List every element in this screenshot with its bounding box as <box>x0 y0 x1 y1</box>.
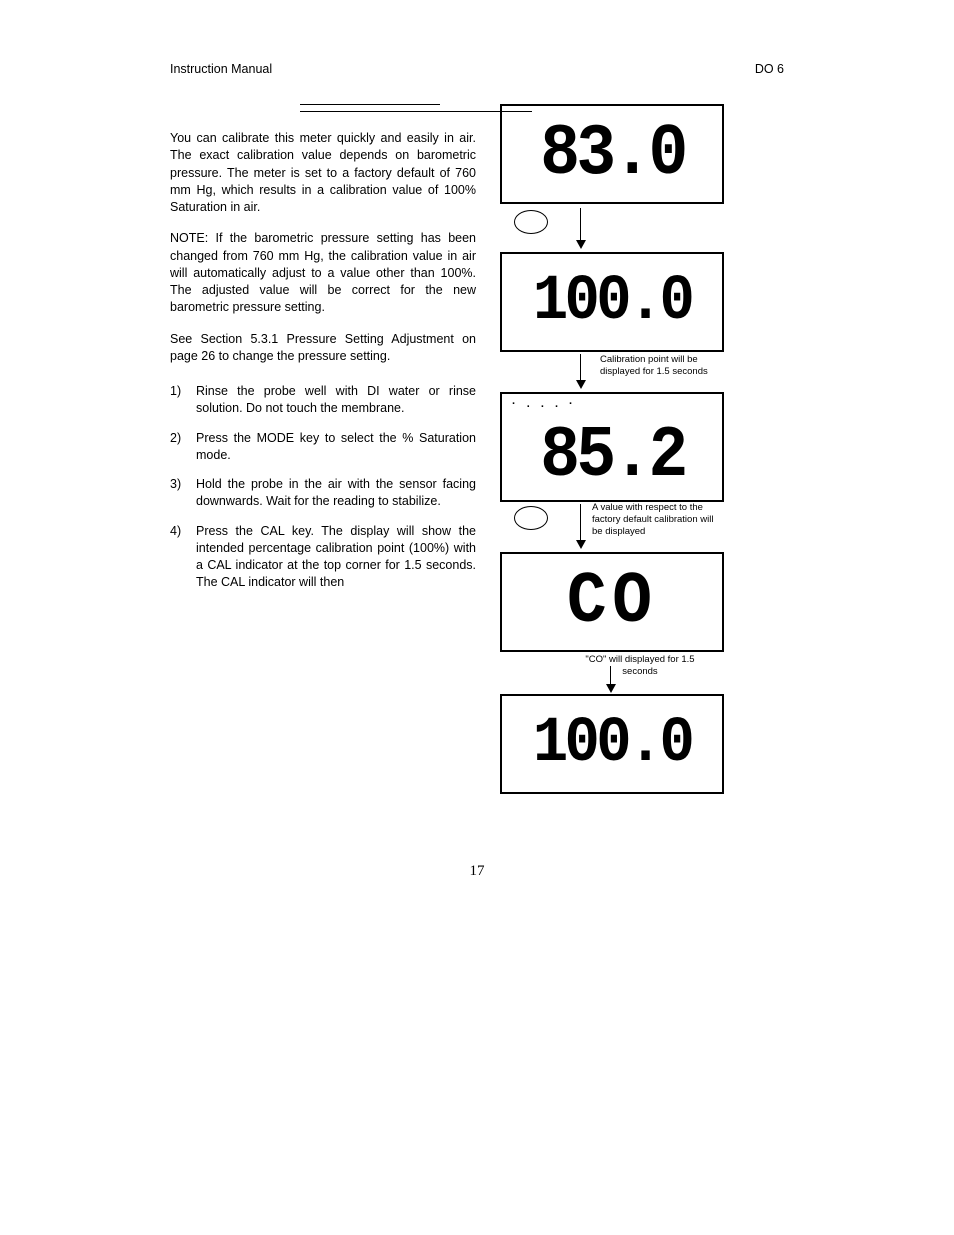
diagram-caption: "CO" will displayed for 1.5 seconds <box>570 654 710 678</box>
lcd-value: 100.0 <box>533 712 691 776</box>
lcd-value: CO <box>567 566 658 638</box>
arrow-line-icon <box>580 504 581 542</box>
lcd-display: 83.0 <box>500 104 724 204</box>
button-oval-icon <box>514 506 548 530</box>
lcd-display: 100.0 <box>500 252 724 352</box>
diagram-connector <box>500 204 724 252</box>
lcd-display: · . . . · 85.2 <box>500 392 724 502</box>
arrow-head-icon <box>576 380 586 389</box>
lcd-value: 85.2 <box>540 420 684 492</box>
step-text: Rinse the probe well with DI water or ri… <box>196 383 476 418</box>
step-text: Hold the probe in the air with the senso… <box>196 476 476 511</box>
diagram-caption: A value with respect to the factory defa… <box>592 502 724 538</box>
paragraph: You can calibrate this meter quickly and… <box>170 130 476 216</box>
body-text-column: You can calibrate this meter quickly and… <box>170 104 476 794</box>
lcd-display: 100.0 <box>500 694 724 794</box>
step-item: 2) Press the MODE key to select the % Sa… <box>170 430 476 465</box>
header-right: DO 6 <box>755 62 784 76</box>
lcd-sequence-diagram: 83.0 100.0 Calibration point will be dis… <box>500 104 724 794</box>
diagram-connector: "CO" will displayed for 1.5 seconds <box>500 652 724 694</box>
procedure-steps: 1) Rinse the probe well with DI water or… <box>170 383 476 592</box>
arrow-head-icon <box>576 240 586 249</box>
paragraph: See Section 5.3.1 Pressure Setting Adjus… <box>170 331 476 366</box>
arrow-line-icon <box>580 354 581 382</box>
step-number: 3) <box>170 476 196 511</box>
step-text: Press the CAL key. The display will show… <box>196 523 476 592</box>
diagram-connector: A value with respect to the factory defa… <box>500 502 724 552</box>
section-rule <box>300 111 532 112</box>
button-oval-icon <box>514 210 548 234</box>
step-number: 1) <box>170 383 196 418</box>
step-item: 1) Rinse the probe well with DI water or… <box>170 383 476 418</box>
arrow-line-icon <box>580 208 581 242</box>
diagram-connector: Calibration point will be displayed for … <box>500 352 724 392</box>
paragraph-note: NOTE: If the barometric pressure setting… <box>170 230 476 316</box>
page-number: 17 <box>0 863 954 880</box>
section-rule <box>300 104 440 105</box>
lcd-value: 83.0 <box>540 118 684 190</box>
step-item: 3) Hold the probe in the air with the se… <box>170 476 476 511</box>
arrow-head-icon <box>606 684 616 693</box>
header-left: Instruction Manual <box>170 62 272 76</box>
lcd-display: CO <box>500 552 724 652</box>
step-number: 4) <box>170 523 196 592</box>
cal-indicator-icon: · . . . · <box>512 398 577 410</box>
arrow-head-icon <box>576 540 586 549</box>
step-text: Press the MODE key to select the % Satur… <box>196 430 476 465</box>
step-number: 2) <box>170 430 196 465</box>
lcd-value: 100.0 <box>533 270 691 334</box>
diagram-caption: Calibration point will be displayed for … <box>600 354 720 378</box>
step-item: 4) Press the CAL key. The display will s… <box>170 523 476 592</box>
